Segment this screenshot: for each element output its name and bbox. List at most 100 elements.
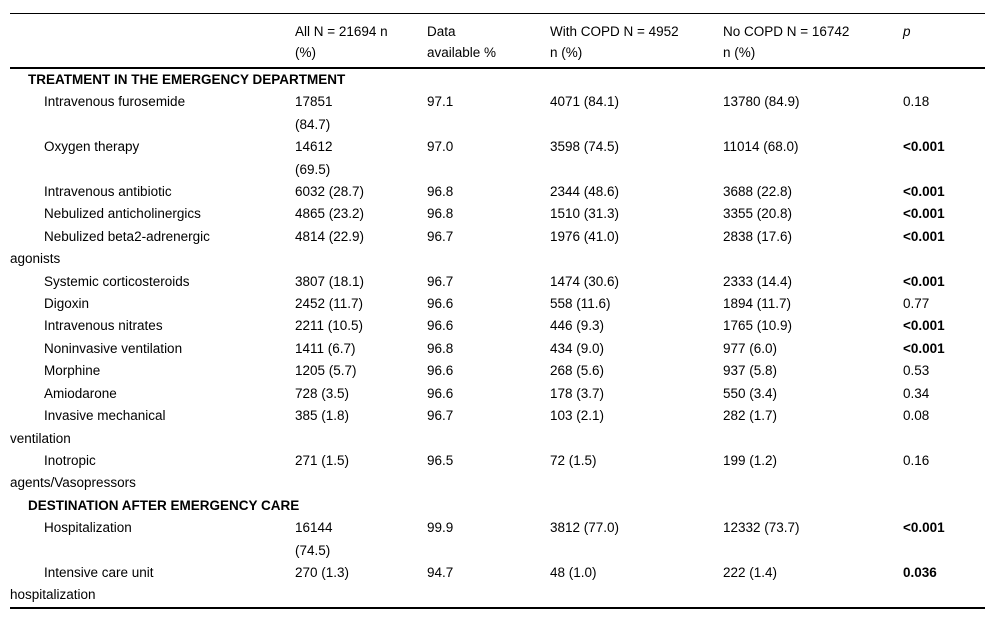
table-row: Noninvasive ventilation 1411 (6.7) 96.8 434… [10,338,985,360]
cell-no-copd: 3355 (20.8) [723,206,793,222]
column-header-data-available: Data available % [427,13,550,69]
cell-data-available: 96.7 [427,408,454,424]
cell-with-copd: 1474 (30.6) [550,273,620,289]
cell-p-value: 0.16 [903,452,930,468]
cell-p-value: 0.77 [903,296,930,312]
cell-all-n: 385 (1.8) [295,408,350,424]
row-label: Inotropic agents/Vasopressors [10,452,136,491]
table-row: Hospitalization 16144 (74.5) 99.9 3812 (77.… [10,517,985,562]
cell-data-available: 96.8 [427,184,454,200]
cell-data-available: 96.8 [427,340,454,356]
cell-p-value: 0.18 [903,94,930,110]
cell-all-n: 728 (3.5) [295,385,350,401]
cell-with-copd: 3812 (77.0) [550,520,620,536]
cell-p-value: 0.34 [903,385,930,401]
row-label: Nebulized beta2-adrenergic agonists [10,228,210,267]
cell-no-copd: 1894 (11.7) [723,296,792,312]
section-title: TREATMENT IN THE EMERGENCY DEPARTMENT [28,72,346,87]
cell-data-available: 96.7 [427,273,454,289]
cell-no-copd: 3688 (22.8) [723,184,793,200]
table-row: Intravenous antibiotic 6032 (28.7) 96.8 234… [10,181,985,203]
row-label: Systemic corticosteroids [44,273,190,289]
table-row: Inotropic agents/Vasopressors 271 (1.5) 96… [10,450,985,495]
column-header-all-n: All N = 21694 n (%) [295,13,427,69]
row-label: Intravenous antibiotic [44,184,172,200]
row-label: Intensive care unit hospitalization [10,564,154,603]
cell-all-n: 271 (1.5) [295,452,350,468]
table-row: Intravenous nitrates 2211 (10.5) 96.6 446 (… [10,315,985,337]
cell-with-copd: 48 (1.0) [550,564,597,580]
cell-all-n: 2452 (11.7) [295,296,364,312]
cell-no-copd: 977 (6.0) [723,340,778,356]
row-label: Nebulized anticholinergics [44,206,201,222]
table-row: Intravenous furosemide 17851 (84.7) 97.1 40… [10,91,985,136]
cell-with-copd: 1510 (31.3) [550,206,620,222]
column-header-p: p [903,13,985,69]
table-row: Intensive care unit hospitalization 270 (… [10,562,985,608]
cell-no-copd: 11014 (68.0) [723,139,799,155]
cell-p-value: 0.08 [903,408,930,424]
cell-with-copd: 268 (5.6) [550,363,605,379]
cell-p-value: 0.036 [903,564,937,580]
cell-data-available: 96.6 [427,318,454,334]
cell-data-available: 97.1 [427,94,454,110]
row-label: Intravenous nitrates [44,318,163,334]
cell-with-copd: 103 (2.1) [550,408,605,424]
cell-with-copd: 1976 (41.0) [550,228,620,244]
table-row: Invasive mechanical ventilation 385 (1.8)… [10,405,985,450]
row-label: Invasive mechanical ventilation [10,408,166,446]
cell-data-available: 96.8 [427,206,454,222]
cell-with-copd: 446 (9.3) [550,318,605,334]
cell-no-copd: 199 (1.2) [723,452,778,468]
cell-data-available: 96.7 [427,228,454,244]
cell-p-value: <0.001 [903,228,945,244]
cell-all-n: 16144 (74.5) [295,520,333,558]
cell-no-copd: 550 (3.4) [723,385,778,401]
row-label: Oxygen therapy [44,139,140,155]
cell-data-available: 96.6 [427,363,454,379]
cell-all-n: 1411 (6.7) [295,340,356,356]
cell-data-available: 97.0 [427,139,454,155]
cell-all-n: 3807 (18.1) [295,273,365,289]
cell-with-copd: 4071 (84.1) [550,94,620,110]
cell-p-value: <0.001 [903,206,945,222]
table-row: Digoxin 2452 (11.7) 96.6 558 (11.6) 1894 (11… [10,293,985,315]
row-label: Digoxin [44,296,90,312]
cell-p-value: <0.001 [903,273,945,289]
cell-no-copd: 13780 (84.9) [723,94,800,110]
cell-with-copd: 2344 (48.6) [550,184,620,200]
header-row: All N = 21694 n (%) Data available % Wit… [10,13,985,69]
table-row: Morphine 1205 (5.7) 96.6 268 (5.6) 937 (5.8)… [10,360,985,382]
section-header-row: DESTINATION AFTER EMERGENCY CARE [10,495,985,517]
table-row: Systemic corticosteroids 3807 (18.1) 96.7 1… [10,271,985,293]
cell-all-n: 270 (1.3) [295,564,350,580]
cell-all-n: 4865 (23.2) [295,206,365,222]
row-label: Amiodarone [44,385,117,401]
cell-p-value: <0.001 [903,139,945,155]
cell-p-value: <0.001 [903,318,945,334]
cell-all-n: 4814 (22.9) [295,228,365,244]
row-label: Noninvasive ventilation [44,340,183,356]
cell-no-copd: 1765 (10.9) [723,318,793,334]
cell-all-n: 1205 (5.7) [295,363,357,379]
row-label: Morphine [44,363,101,379]
section-title: DESTINATION AFTER EMERGENCY CARE [28,497,300,513]
cell-p-value: <0.001 [903,340,945,356]
table-row: Nebulized anticholinergics 4865 (23.2) 96.… [10,203,985,225]
table-row: Oxygen therapy 14612 (69.5) 97.0 3598 (74.5… [10,136,985,181]
cell-p-value: 0.53 [903,363,930,379]
column-header-with-copd: With COPD N = 4952 n (%) [550,13,723,69]
cell-data-available: 99.9 [427,520,454,536]
cell-data-available: 94.7 [427,564,454,580]
data-table: All N = 21694 n (%) Data available % Wit… [10,13,985,609]
cell-data-available: 96.6 [427,296,454,312]
cell-data-available: 96.5 [427,452,454,468]
cell-all-n: 14612 (69.5) [295,139,333,177]
cell-all-n: 6032 (28.7) [295,184,365,200]
column-header-no-copd: No COPD N = 16742 n (%) [723,13,903,69]
cell-no-copd: 282 (1.7) [723,408,778,424]
cell-no-copd: 2838 (17.6) [723,228,793,244]
cell-all-n: 2211 (10.5) [295,318,364,334]
row-label: Intravenous furosemide [44,94,186,110]
cell-no-copd: 937 (5.8) [723,363,778,379]
